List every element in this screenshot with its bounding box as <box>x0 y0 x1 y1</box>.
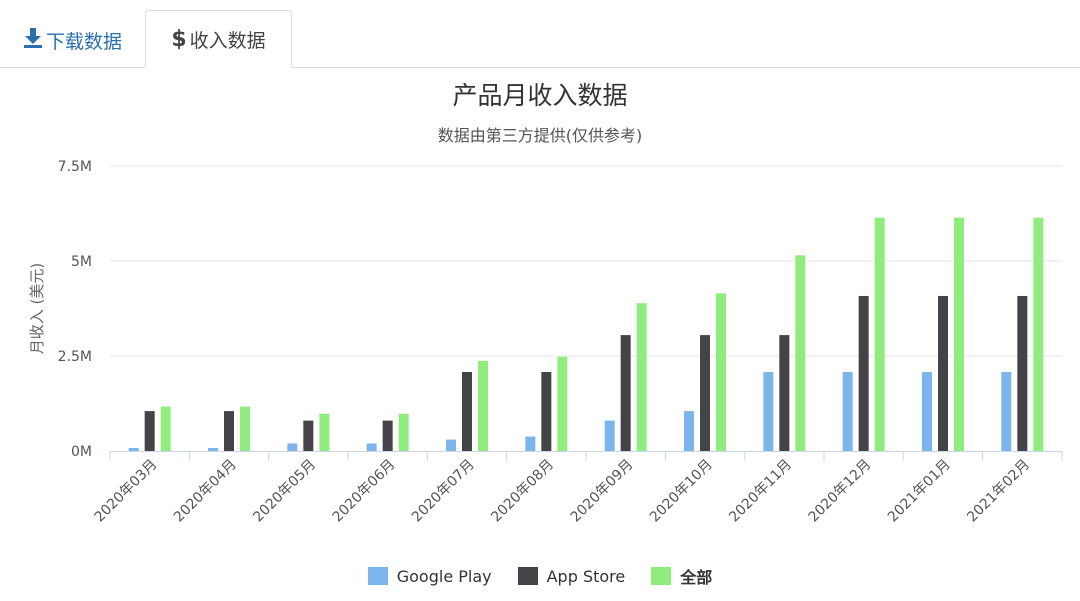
x-tick-label: 2020年04月 <box>171 457 240 526</box>
bar-2020年10月-全部 <box>716 293 726 451</box>
bar-2020年08月-app-store <box>541 371 552 451</box>
legend-label: 全部 <box>680 568 713 587</box>
y-tick-label: 0M <box>71 444 92 460</box>
x-tick-label: 2021年02月 <box>964 457 1033 526</box>
bar-2020年07月-google-play <box>446 439 456 451</box>
bar-2020年04月-全部 <box>240 406 250 451</box>
legend-label: Google Play <box>396 566 492 586</box>
x-tick-label: 2020年12月 <box>806 457 875 526</box>
bar-2020年04月-app-store <box>224 411 234 451</box>
x-tick-label: 2020年05月 <box>250 457 319 526</box>
chart-legend: Google Play App Store 全部 <box>0 564 1080 588</box>
x-tick-label: 2020年08月 <box>488 457 557 526</box>
bar-2020年12月-google-play <box>842 371 853 451</box>
bar-2020年08月-google-play <box>525 436 536 451</box>
bar-2021年01月-google-play <box>922 371 932 451</box>
x-tick-label: 2021年01月 <box>885 457 954 526</box>
y-tick-label: 2.5M <box>58 349 92 365</box>
x-tick-label: 2020年06月 <box>330 457 399 526</box>
tab-bar: 下载数据 $ 收入数据 <box>0 0 1080 68</box>
y-axis-title: 月收入 (美元) <box>28 263 46 354</box>
bar-2020年03月-google-play <box>128 447 139 451</box>
tab-revenue-data[interactable]: $ 收入数据 <box>145 10 292 68</box>
bar-2020年06月-全部 <box>398 413 409 451</box>
tab-bar-divider <box>0 67 1080 68</box>
y-tick-label: 5M <box>71 254 92 270</box>
legend-swatch <box>651 567 672 585</box>
bar-2021年01月-app-store <box>938 295 948 451</box>
bar-2020年09月-google-play <box>604 420 615 451</box>
x-tick-label: 2020年10月 <box>647 457 716 526</box>
bar-2020年03月-全部 <box>160 406 171 451</box>
x-tick-label: 2020年09月 <box>568 457 637 526</box>
bar-2020年10月-app-store <box>700 335 710 451</box>
bar-2020年12月-全部 <box>874 217 885 451</box>
bar-2020年05月-app-store <box>303 420 314 451</box>
bar-2020年04月-google-play <box>208 447 218 451</box>
tab-download-label: 下载数据 <box>45 30 122 53</box>
y-tick-label: 7.5M <box>58 159 92 175</box>
bar-2020年06月-google-play <box>366 443 377 451</box>
dollar-icon: $ <box>171 26 187 52</box>
bar-2020年08月-全部 <box>557 356 568 451</box>
bar-2020年07月-app-store <box>462 371 472 451</box>
bar-2021年02月-google-play <box>1001 371 1012 451</box>
tab-revenue-label: 收入数据 <box>189 29 266 52</box>
bar-2020年05月-全部 <box>319 413 330 451</box>
legend-item-1[interactable]: App Store <box>517 564 626 588</box>
legend-item-2[interactable]: 全部 <box>651 564 712 588</box>
bar-2020年06月-app-store <box>382 420 393 451</box>
tab-download-data[interactable]: 下载数据 <box>0 12 145 68</box>
legend-label: App Store <box>546 566 626 586</box>
bar-2020年11月-全部 <box>795 255 806 451</box>
bar-2021年01月-全部 <box>954 217 964 451</box>
bar-2020年09月-全部 <box>636 303 647 451</box>
x-tick-label: 2020年03月 <box>92 457 161 526</box>
bar-2021年02月-全部 <box>1033 217 1044 451</box>
bar-2020年05月-google-play <box>287 443 298 451</box>
chart-title: 产品月收入数据 <box>452 81 628 110</box>
bar-2020年11月-google-play <box>763 371 774 451</box>
legend-swatch <box>517 567 538 585</box>
legend-item-0[interactable]: Google Play <box>367 564 492 588</box>
bar-2020年11月-app-store <box>779 335 790 451</box>
x-tick-label: 2020年07月 <box>409 457 478 526</box>
legend-swatch <box>367 567 388 585</box>
download-icon <box>23 27 43 54</box>
bar-2020年07月-全部 <box>478 360 488 451</box>
chart-subtitle: 数据由第三方提供(仅供参考) <box>437 126 643 145</box>
bar-2021年02月-app-store <box>1017 295 1028 451</box>
bar-2020年10月-google-play <box>684 411 694 451</box>
bar-2020年12月-app-store <box>858 295 869 451</box>
bar-2020年09月-app-store <box>620 335 631 451</box>
x-tick-label: 2020年11月 <box>726 457 795 526</box>
bar-2020年03月-app-store <box>144 411 155 451</box>
